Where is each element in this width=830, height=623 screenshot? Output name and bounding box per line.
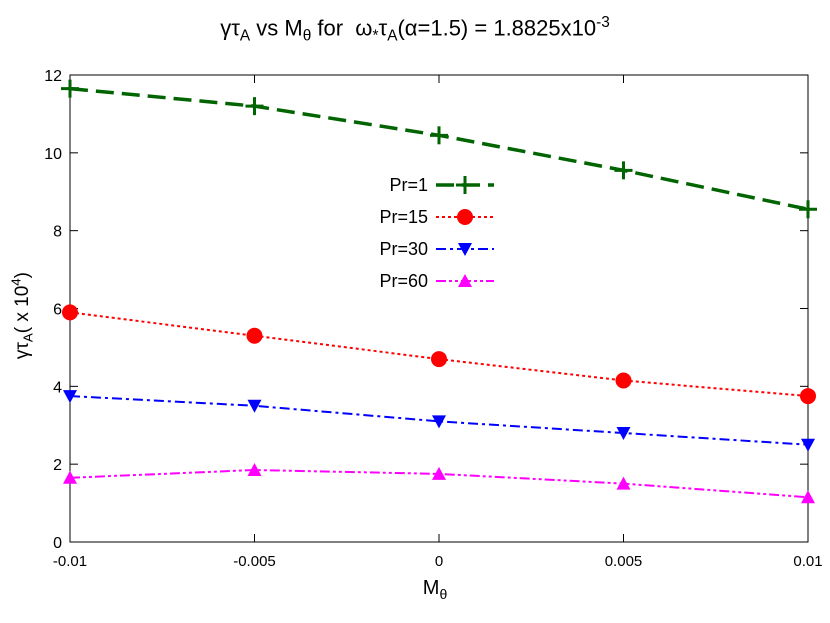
legend: Pr=1 Pr=15 Pr=30 Pr=60 [379,175,494,291]
series-pr-1 [61,79,817,219]
plus-marker [799,200,817,219]
circle-marker [246,327,263,344]
triangle-down-marker [616,427,631,441]
y-tick-label: 12 [44,68,62,85]
circle-marker [62,304,78,321]
y-tick-label: 10 [44,146,62,163]
y-tick-label: 6 [53,302,62,319]
x-tick-label: 0.01 [793,553,822,570]
legend-label: Pr=15 [379,207,428,227]
series-pr-30 [63,390,815,452]
x-tick-label: 0 [435,553,443,570]
circle-marker [615,372,632,389]
triangle-down-marker [801,438,815,452]
y-tick-label: 4 [53,379,62,396]
circle-marker [457,209,473,225]
legend-item: Pr=1 [389,175,494,195]
triangle-down-marker [458,243,472,256]
legend-item: Pr=60 [379,271,494,291]
triangle-up-marker [63,470,77,484]
plus-marker [430,126,448,145]
y-tick-label: 2 [53,457,62,474]
series-line [69,395,809,446]
triangle-up-marker [247,463,262,477]
chart-title: γτA vs Mθ for ω*τA(α=1.5) = 1.8825x10-3 [220,14,610,45]
y-tick-label: 8 [53,224,62,241]
legend-item: Pr=30 [379,239,494,259]
x-tick-label: -0.01 [53,553,87,570]
legend-label: Pr=30 [379,239,428,259]
triangle-up-marker [458,274,472,287]
series-pr-15 [62,304,816,405]
triangle-down-marker [432,415,446,429]
legend-item: Pr=15 [379,207,494,227]
legend-label: Pr=1 [389,175,428,195]
triangle-down-marker [247,399,262,413]
triangle-down-marker [63,390,77,404]
plus-marker [614,161,633,180]
legend-label: Pr=60 [379,271,428,291]
circle-marker [431,351,447,368]
x-tick-label: 0.005 [605,553,643,570]
x-tick-label: -0.005 [233,553,276,570]
plus-marker [456,176,474,194]
series-pr-60 [63,463,815,504]
x-axis-label: Mθ [422,577,448,602]
y-tick-label: 0 [53,535,62,552]
triangle-up-marker [616,476,631,490]
plus-marker [245,97,264,116]
plus-marker [61,79,79,98]
circle-marker [800,388,816,405]
series-line [69,311,809,398]
series-line [69,86,809,211]
triangle-up-marker [801,490,815,504]
series-layer [61,79,817,504]
y-axis-label: γτA( x 104) [8,271,36,360]
triangle-up-marker [432,466,446,480]
axes: -0.01 -0.005 0 0.005 0.01 0 2 4 6 8 10 12 [44,68,822,570]
